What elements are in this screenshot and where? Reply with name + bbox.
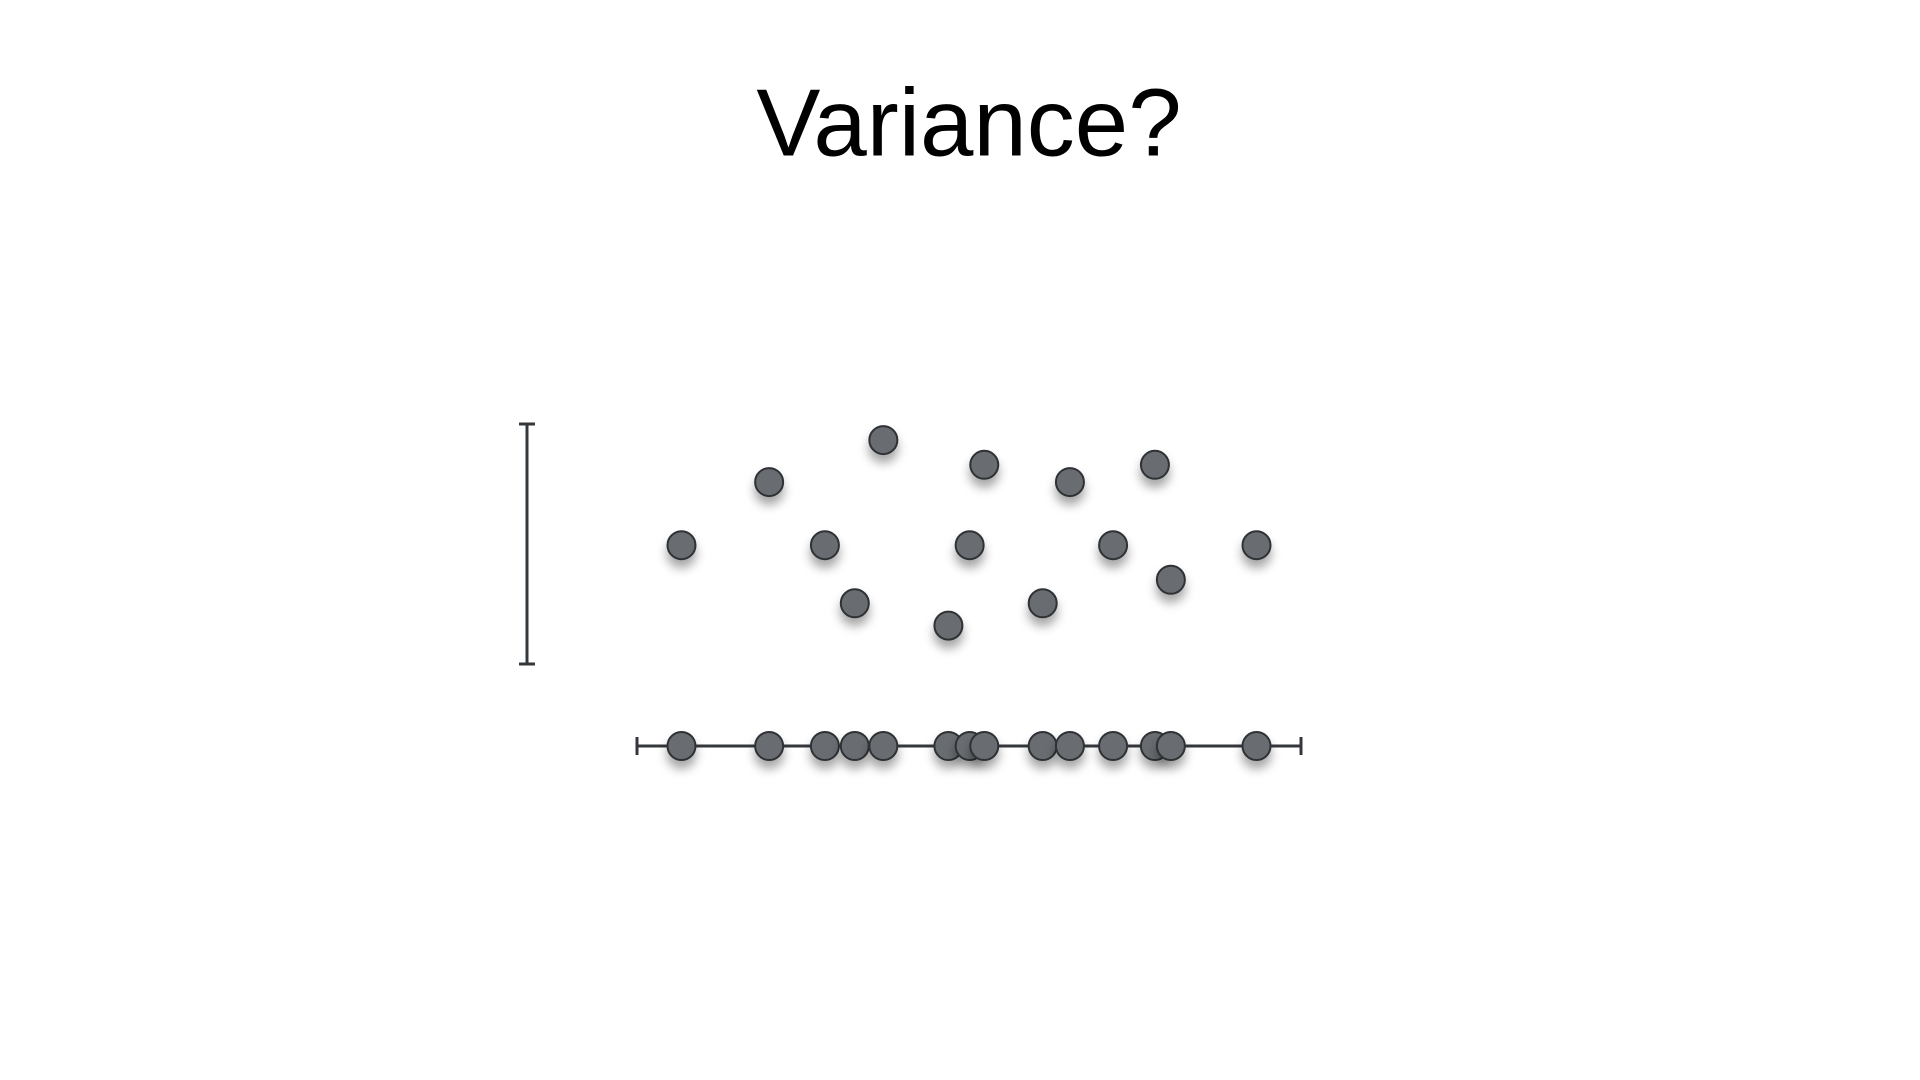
projected-point	[1098, 731, 1129, 761]
scatter-point	[1155, 564, 1186, 595]
scatter-point	[868, 425, 899, 456]
scatter-point	[754, 467, 785, 498]
projected-point	[809, 731, 840, 761]
projected-point	[1241, 731, 1272, 761]
scatter-point	[1098, 530, 1129, 561]
projected-point	[754, 731, 785, 761]
scatter-point	[1139, 449, 1170, 480]
scatter-point	[1054, 467, 1085, 498]
scatter-point	[954, 530, 985, 561]
projected-point	[666, 731, 697, 761]
projected-point	[969, 731, 1000, 761]
scatter-point	[839, 588, 870, 619]
projected-point	[1027, 731, 1058, 761]
projected-point	[1054, 731, 1085, 761]
scatter-point	[666, 530, 697, 561]
projected-point	[839, 731, 870, 761]
projected-point	[1155, 731, 1186, 761]
scatter-point	[969, 449, 1000, 480]
scatter-point	[1027, 588, 1058, 619]
projected-point	[868, 731, 899, 761]
scatter-point	[1241, 530, 1272, 561]
slide-title: Variance?	[756, 69, 1181, 176]
scatter-point	[809, 530, 840, 561]
scatter-point	[933, 610, 964, 641]
